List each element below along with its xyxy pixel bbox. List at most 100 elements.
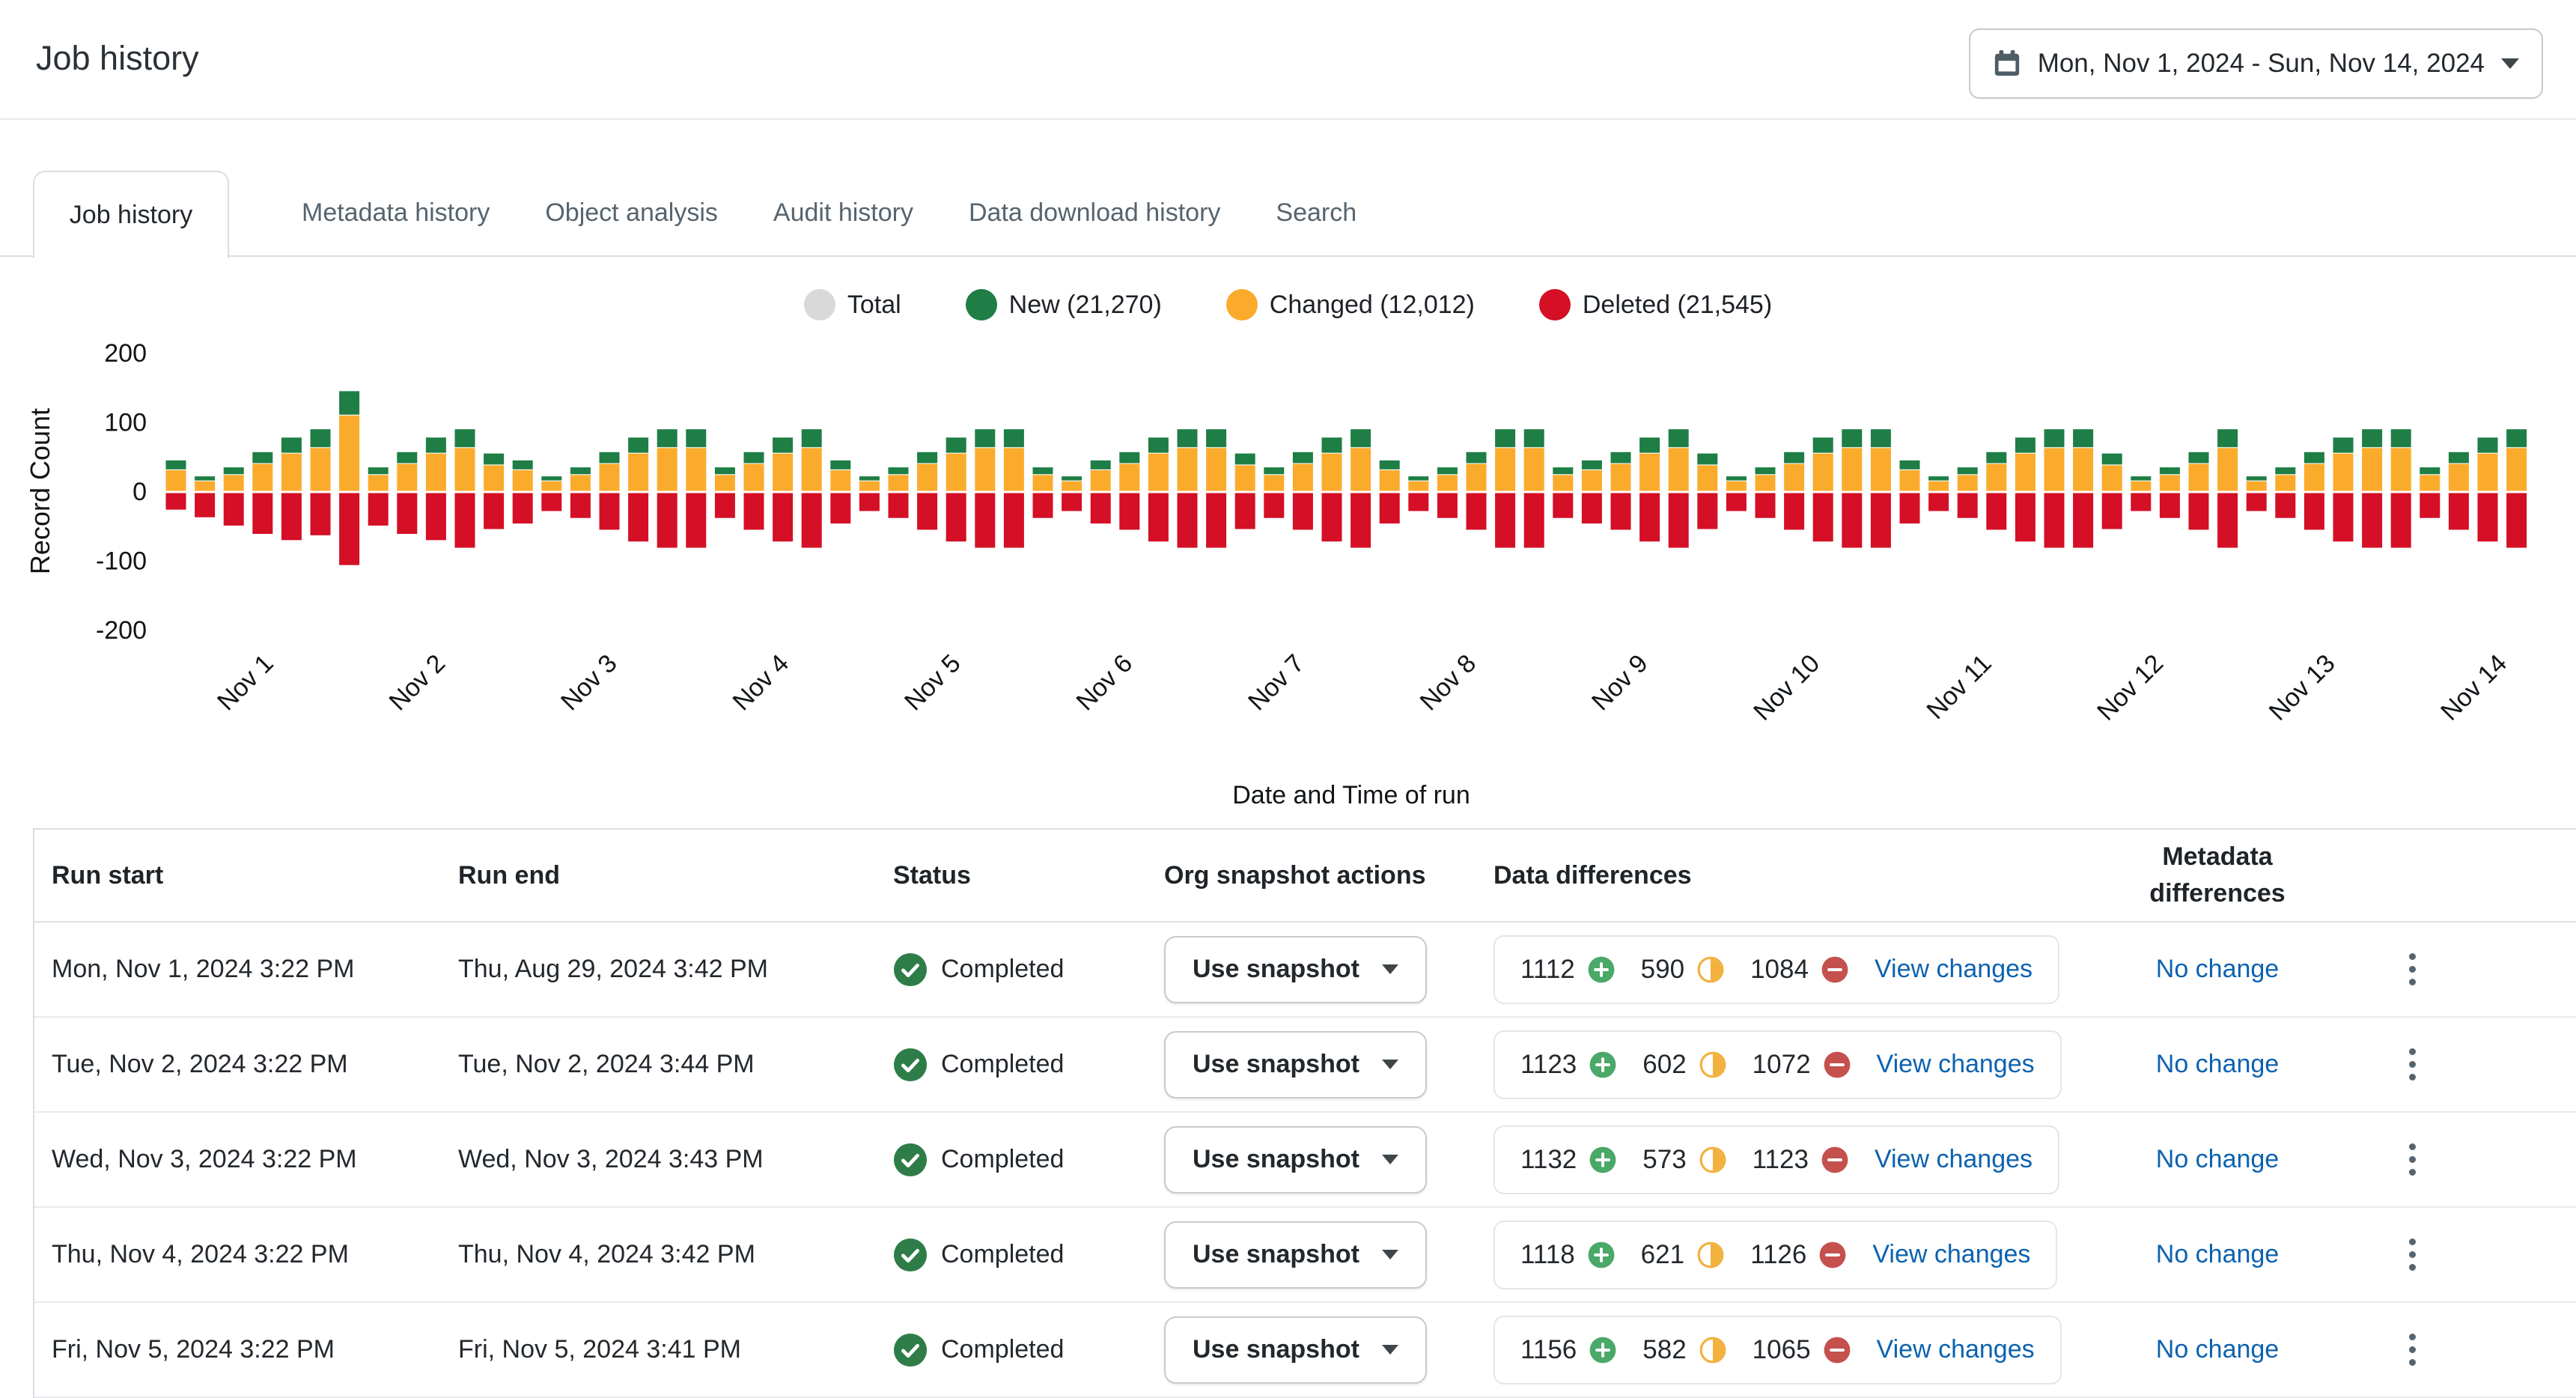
use-snapshot-button[interactable]: Use snapshot bbox=[1164, 936, 1427, 1003]
deleted-count-group: 1072 bbox=[1753, 1050, 1851, 1080]
changed-count-group: 590 bbox=[1641, 955, 1725, 985]
status-cell: Completed bbox=[893, 952, 1164, 987]
view-changes-link[interactable]: View changes bbox=[1877, 1335, 2035, 1364]
no-change-link[interactable]: No change bbox=[2156, 1335, 2279, 1364]
deleted-count: 1126 bbox=[1750, 1240, 1806, 1270]
changed-count-group: 573 bbox=[1642, 1145, 1726, 1175]
svg-text:Nov 9: Nov 9 bbox=[1586, 649, 1654, 717]
changed-count: 573 bbox=[1642, 1145, 1686, 1175]
deleted-count-group: 1084 bbox=[1750, 955, 1849, 985]
use-snapshot-button[interactable]: Use snapshot bbox=[1164, 1316, 1427, 1384]
use-snapshot-button[interactable]: Use snapshot bbox=[1164, 1126, 1427, 1194]
plus-circle-icon bbox=[1589, 1051, 1617, 1079]
chevron-down-icon bbox=[1382, 1345, 1398, 1355]
legend-item-total: Total bbox=[804, 289, 901, 320]
added-count: 1118 bbox=[1520, 1240, 1575, 1270]
view-changes-link[interactable]: View changes bbox=[1872, 1240, 2030, 1269]
bar-chart: 2001000-100-200Record CountNov 1Nov 2Nov… bbox=[0, 324, 2576, 828]
no-change-link[interactable]: No change bbox=[2156, 955, 2279, 983]
data-differences-pill: 1132 573 1123 bbox=[1493, 1125, 2059, 1194]
tab-bar: Job history Metadata history Object anal… bbox=[0, 120, 2576, 257]
table-row: Fri, Nov 5, 2024 3:22 PM Fri, Nov 5, 202… bbox=[34, 1303, 2576, 1398]
svg-text:Nov 10: Nov 10 bbox=[1748, 649, 1825, 726]
view-changes-link[interactable]: View changes bbox=[1875, 1145, 2033, 1174]
table-row: Thu, Nov 4, 2024 3:22 PM Thu, Nov 4, 202… bbox=[34, 1208, 2576, 1303]
plus-circle-icon bbox=[1589, 1336, 1617, 1364]
changed-count-group: 602 bbox=[1642, 1050, 1726, 1080]
date-range-label: Mon, Nov 1, 2024 - Sun, Nov 14, 2024 bbox=[2038, 49, 2485, 79]
row-menu-kebab-icon[interactable] bbox=[2409, 1143, 2416, 1176]
changed-count: 582 bbox=[1642, 1335, 1686, 1365]
data-differences-pill: 1112 590 1084 bbox=[1493, 935, 2059, 1004]
added-count-group: 1112 bbox=[1520, 955, 1616, 985]
minus-circle-icon bbox=[1823, 1336, 1851, 1364]
tab-metadata-history[interactable]: Metadata history bbox=[274, 198, 517, 228]
check-circle-icon bbox=[893, 1333, 928, 1367]
added-count-group: 1123 bbox=[1520, 1050, 1617, 1080]
run-start-cell: Fri, Nov 5, 2024 3:22 PM bbox=[52, 1335, 458, 1364]
changed-count: 590 bbox=[1641, 955, 1684, 985]
deleted-count-group: 1126 bbox=[1750, 1240, 1847, 1270]
date-range-picker[interactable]: Mon, Nov 1, 2024 - Sun, Nov 14, 2024 bbox=[1969, 28, 2543, 99]
col-run-end: Run end bbox=[458, 861, 893, 890]
row-menu-kebab-icon[interactable] bbox=[2409, 1239, 2416, 1271]
page-header: Job history Mon, Nov 1, 2024 - Sun, Nov … bbox=[0, 0, 2576, 120]
deleted-count-group: 1123 bbox=[1753, 1145, 1849, 1175]
changed-count: 602 bbox=[1642, 1050, 1686, 1080]
chevron-down-icon bbox=[1382, 964, 1398, 974]
data-differences-pill: 1156 582 1065 bbox=[1493, 1316, 2062, 1385]
half-circle-icon bbox=[1696, 1241, 1725, 1269]
run-start-cell: Tue, Nov 2, 2024 3:22 PM bbox=[52, 1050, 458, 1079]
col-status: Status bbox=[893, 861, 1164, 890]
added-count: 1123 bbox=[1520, 1050, 1577, 1080]
minus-circle-icon bbox=[1821, 1146, 1849, 1174]
minus-circle-icon bbox=[1818, 1241, 1847, 1269]
run-end-cell: Thu, Nov 4, 2024 3:42 PM bbox=[458, 1240, 893, 1269]
chart-legend: Total New (21,270) Changed (12,012) Dele… bbox=[0, 285, 2576, 324]
row-menu-kebab-icon[interactable] bbox=[2409, 1048, 2416, 1081]
chevron-down-icon bbox=[2501, 58, 2519, 69]
minus-circle-icon bbox=[1821, 955, 1849, 984]
tab-job-history[interactable]: Job history bbox=[33, 171, 229, 258]
svg-text:Nov 5: Nov 5 bbox=[899, 649, 966, 717]
svg-text:-100: -100 bbox=[96, 547, 147, 576]
run-end-cell: Tue, Nov 2, 2024 3:44 PM bbox=[458, 1050, 893, 1079]
no-change-link[interactable]: No change bbox=[2156, 1145, 2279, 1173]
changed-count: 621 bbox=[1641, 1240, 1684, 1270]
svg-text:Nov 7: Nov 7 bbox=[1243, 649, 1310, 717]
no-change-link[interactable]: No change bbox=[2156, 1240, 2279, 1268]
run-end-cell: Thu, Aug 29, 2024 3:42 PM bbox=[458, 955, 893, 984]
svg-text:Date and Time of run: Date and Time of run bbox=[1232, 781, 1470, 809]
calendar-icon bbox=[1993, 49, 2021, 78]
job-runs-table: Run start Run end Status Org snapshot ac… bbox=[33, 828, 2576, 1398]
run-start-cell: Wed, Nov 3, 2024 3:22 PM bbox=[52, 1145, 458, 1174]
tab-data-download-history[interactable]: Data download history bbox=[941, 198, 1248, 228]
status-badge: Completed bbox=[941, 1240, 1064, 1269]
table-row: Wed, Nov 3, 2024 3:22 PM Wed, Nov 3, 202… bbox=[34, 1113, 2576, 1208]
view-changes-link[interactable]: View changes bbox=[1875, 955, 2033, 984]
run-start-cell: Thu, Nov 4, 2024 3:22 PM bbox=[52, 1240, 458, 1269]
chevron-down-icon bbox=[1382, 1060, 1398, 1069]
use-snapshot-button[interactable]: Use snapshot bbox=[1164, 1031, 1427, 1098]
tab-audit-history[interactable]: Audit history bbox=[746, 198, 941, 228]
plus-circle-icon bbox=[1589, 1146, 1617, 1174]
table-row: Tue, Nov 2, 2024 3:22 PM Tue, Nov 2, 202… bbox=[34, 1018, 2576, 1113]
view-changes-link[interactable]: View changes bbox=[1877, 1050, 2035, 1079]
table-header-row: Run start Run end Status Org snapshot ac… bbox=[34, 830, 2576, 923]
half-circle-icon bbox=[1696, 955, 1725, 984]
svg-text:Nov 11: Nov 11 bbox=[1921, 649, 1997, 725]
row-menu-kebab-icon[interactable] bbox=[2409, 1334, 2416, 1366]
use-snapshot-button[interactable]: Use snapshot bbox=[1164, 1221, 1427, 1289]
col-run-start: Run start bbox=[52, 861, 458, 890]
tab-search[interactable]: Search bbox=[1248, 198, 1384, 228]
run-end-cell: Wed, Nov 3, 2024 3:43 PM bbox=[458, 1145, 893, 1174]
svg-text:200: 200 bbox=[104, 339, 147, 368]
no-change-link[interactable]: No change bbox=[2156, 1050, 2279, 1078]
data-differences-pill: 1123 602 1072 bbox=[1493, 1030, 2062, 1099]
row-menu-kebab-icon[interactable] bbox=[2409, 953, 2416, 985]
check-circle-icon bbox=[893, 1143, 928, 1177]
svg-text:Nov 1: Nov 1 bbox=[212, 649, 279, 717]
tab-object-analysis[interactable]: Object analysis bbox=[517, 198, 746, 228]
legend-item-changed: Changed (12,012) bbox=[1226, 289, 1475, 320]
half-circle-icon bbox=[1699, 1336, 1727, 1364]
